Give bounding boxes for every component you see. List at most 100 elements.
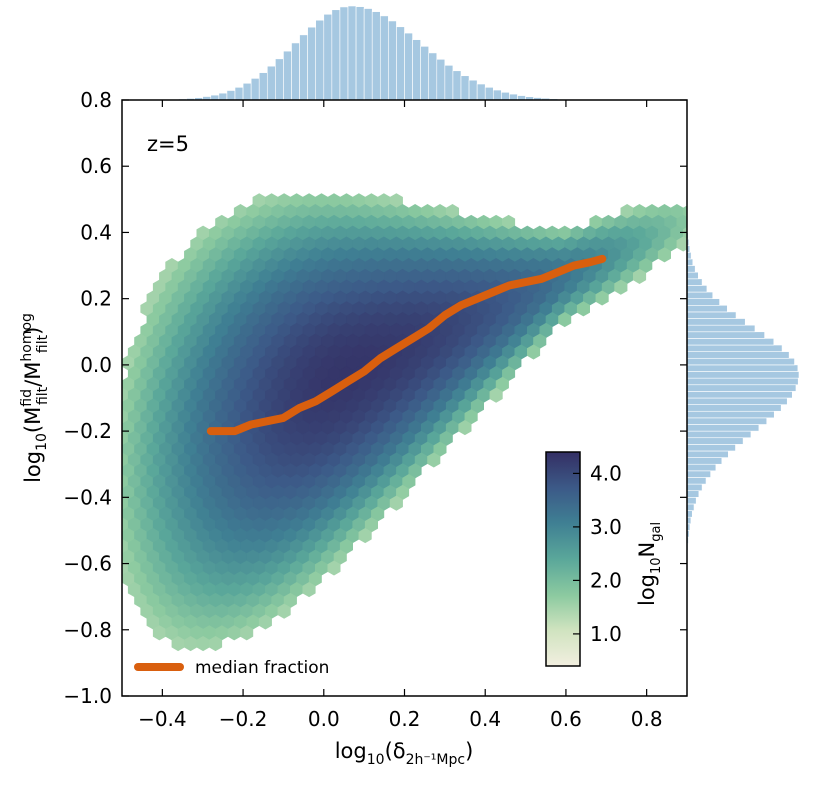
top-histogram-bar — [226, 90, 236, 101]
hexbin-cell — [327, 560, 341, 576]
right-histogram-bar — [686, 311, 737, 319]
top-histogram-bar — [299, 34, 308, 101]
right-histogram-bar — [686, 351, 790, 359]
hexbin-cell — [614, 279, 628, 295]
x-tick-label: −0.2 — [219, 707, 268, 731]
right-histogram-bar — [686, 278, 703, 286]
hexbin-cell — [122, 466, 123, 475]
top-histogram-bar — [339, 6, 349, 101]
colorbar-label: log10Ngal — [635, 522, 664, 606]
top-histogram-bar — [460, 75, 470, 101]
top-histogram-bar — [371, 11, 381, 101]
y-tick-label: 0.0 — [80, 353, 112, 377]
y-tick-label: 0.8 — [80, 88, 112, 112]
right-histogram-bar — [686, 430, 752, 439]
right-histogram-bar — [686, 463, 717, 472]
hexbin-cell — [427, 452, 441, 468]
y-tick-label: −0.6 — [63, 552, 112, 576]
right-histogram-bar — [686, 371, 800, 379]
top-histogram-bar — [250, 78, 260, 101]
top-histogram-bar — [242, 82, 252, 101]
median-fraction-line — [206, 254, 607, 436]
y-tick-label: −0.8 — [63, 618, 112, 642]
right-histogram-bar — [686, 497, 697, 505]
right-histogram-bar — [686, 364, 799, 372]
right-histogram-bar — [686, 391, 793, 399]
hexbin-cell — [576, 301, 591, 317]
y-tick-label: −1.0 — [63, 684, 112, 708]
top-histogram-bar — [420, 46, 430, 101]
right-histogram-bar — [686, 304, 728, 313]
right-histogram-bar — [686, 510, 693, 518]
right-marginal-histogram — [686, 218, 800, 564]
right-histogram-bar — [686, 404, 782, 412]
hexbin-cell — [489, 387, 503, 403]
y-tick-label: 0.2 — [80, 287, 112, 311]
right-histogram-bar — [686, 477, 707, 485]
right-histogram-bar — [686, 344, 783, 352]
top-histogram-bar — [355, 6, 365, 101]
hexbin-cell — [209, 636, 223, 652]
top-histogram-bar — [283, 50, 292, 101]
top-histogram-bar — [492, 89, 502, 101]
x-tick-label: 0.6 — [550, 707, 582, 731]
x-tick-label: 0.2 — [389, 707, 421, 731]
top-histogram-bar — [396, 26, 405, 101]
right-histogram-bar — [686, 470, 711, 478]
hexbin-cell — [277, 603, 291, 619]
y-tick-label: 0.6 — [80, 154, 112, 178]
right-histogram-bar — [686, 444, 736, 452]
hexbin-cell — [122, 531, 123, 540]
colorbar-tick-label: 3.0 — [590, 515, 622, 539]
legend-label: median fraction — [195, 658, 329, 678]
x-tick-label: 0.8 — [631, 707, 663, 731]
y-tick-label: −0.2 — [63, 419, 112, 443]
hexbin-cell — [389, 495, 403, 511]
top-histogram-bar — [315, 19, 325, 101]
top-histogram-bar — [307, 26, 317, 101]
right-histogram-bar — [686, 384, 797, 392]
right-histogram-bar — [686, 410, 775, 419]
top-histogram-bar — [275, 58, 284, 101]
right-histogram-bar — [686, 318, 746, 326]
top-histogram-bar — [331, 9, 341, 101]
top-histogram-bar — [379, 15, 389, 101]
top-histogram-bar — [347, 5, 357, 101]
top-histogram-bar — [436, 58, 446, 101]
hexbin-cell — [526, 344, 541, 360]
hexbin-cell — [240, 625, 254, 641]
hexbin-cell — [258, 614, 272, 630]
right-histogram-bar — [686, 483, 703, 492]
top-histogram-bar — [444, 65, 454, 101]
right-histogram-bar — [686, 357, 795, 366]
top-histogram-bar — [476, 83, 486, 101]
hexbin-cell — [657, 247, 672, 263]
colorbar-tick-label: 4.0 — [590, 461, 622, 485]
hexbin-cell — [689, 215, 702, 229]
colorbar: 1.0 2.0 3.0 4.0 log10Ngal — [545, 451, 664, 667]
x-tick-label: 0.4 — [469, 707, 501, 731]
hexbin-cell — [632, 268, 647, 284]
hexbin-cell — [676, 236, 687, 252]
right-histogram-bar — [686, 331, 765, 339]
redshift-annotation: z=5 — [147, 132, 189, 156]
colorbar-gradient — [545, 451, 581, 667]
top-histogram-bar — [412, 39, 421, 101]
top-histogram-bar — [266, 65, 276, 101]
top-histogram-bar — [404, 32, 413, 101]
hexbin-cell — [458, 420, 472, 436]
right-histogram-bar — [686, 291, 714, 299]
top-histogram-bar — [218, 92, 228, 101]
hexbin-density — [122, 193, 702, 652]
top-histogram-bar — [501, 91, 510, 101]
right-histogram-bar — [686, 490, 700, 498]
hexbin-cell — [302, 582, 316, 598]
colorbar-tick-label: 1.0 — [590, 622, 622, 646]
right-histogram-bar — [686, 503, 695, 511]
colorbar-tick-label: 2.0 — [590, 568, 622, 592]
right-histogram-bar — [686, 397, 788, 405]
right-histogram-bar — [686, 298, 720, 306]
y-tick-label: −0.4 — [63, 485, 112, 509]
top-histogram-bar — [428, 52, 438, 101]
